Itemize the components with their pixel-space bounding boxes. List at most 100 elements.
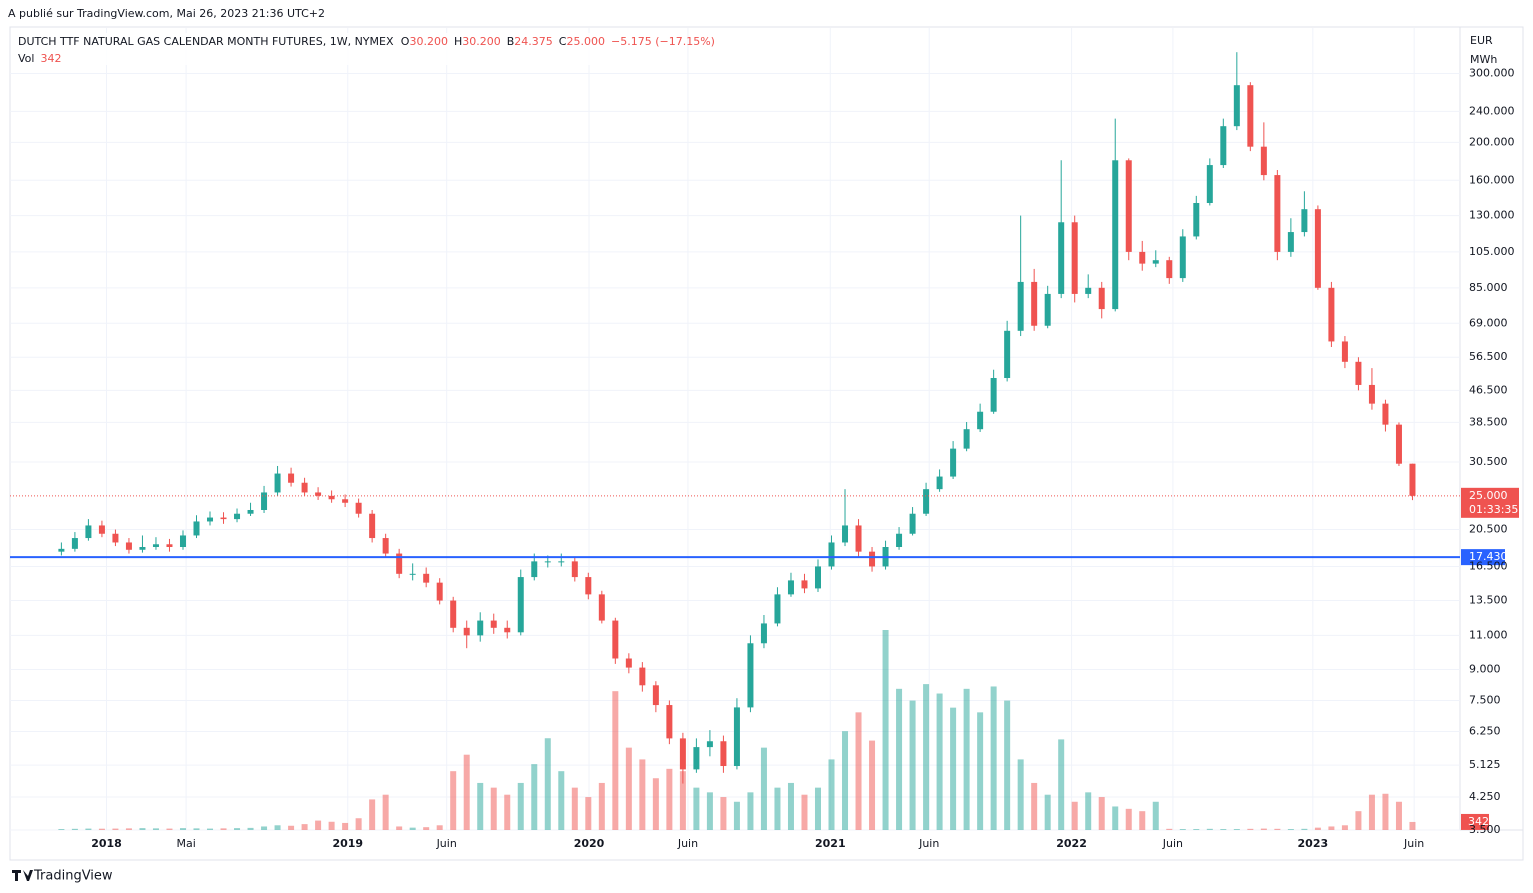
candle-body	[1220, 126, 1227, 166]
candle-body	[990, 378, 997, 412]
candle-body	[1382, 403, 1389, 425]
candle-body	[679, 738, 686, 770]
volume-bar	[1152, 801, 1159, 830]
candle-body	[220, 517, 227, 520]
volume-bar	[787, 782, 794, 830]
volume-bar	[207, 828, 214, 830]
candle-body	[152, 544, 159, 547]
volume-bar	[463, 754, 470, 830]
candle-body	[1233, 85, 1240, 127]
y-tick-label: 3.500	[1469, 823, 1501, 836]
published-note: A publié sur TradingView.com, Mai 26, 20…	[8, 7, 325, 20]
volume-bar	[1017, 759, 1024, 830]
candle-body	[193, 521, 200, 536]
volume-bar	[909, 700, 916, 830]
candle-body	[1247, 85, 1254, 147]
x-tick-label: Juin	[918, 837, 939, 850]
candle-body	[328, 495, 335, 500]
unit: MWh	[1470, 53, 1497, 66]
candle-body	[585, 577, 592, 595]
candle-body	[1166, 260, 1173, 279]
volume-bar	[301, 824, 308, 830]
volume-bar	[193, 828, 200, 830]
chart-frame	[9, 26, 1524, 861]
candle-body	[423, 573, 430, 583]
candle-body	[760, 623, 767, 644]
volume-bar	[234, 828, 241, 830]
candle-body	[625, 658, 632, 668]
volume-bar	[355, 818, 362, 830]
candle-body	[1004, 330, 1011, 379]
volume-bar	[1179, 829, 1186, 830]
candle-body	[801, 580, 808, 589]
candle-body	[1287, 232, 1294, 252]
volume-bar	[1328, 826, 1335, 830]
candle-body	[1301, 209, 1308, 233]
y-tick-label: 200.000	[1469, 135, 1515, 148]
candle-body	[828, 542, 835, 567]
volume-bar	[220, 828, 227, 830]
candle-body	[234, 513, 241, 520]
y-tick-label: 16.500	[1469, 559, 1508, 572]
volume-bar	[963, 688, 970, 830]
candle-body	[652, 685, 659, 706]
candle-body	[1409, 463, 1416, 496]
volume-bar	[396, 826, 403, 830]
volume-bar	[315, 820, 322, 830]
volume-bar	[1004, 700, 1011, 830]
quote-value: 25.000	[566, 35, 605, 48]
quote-value: 24.375	[514, 35, 553, 48]
volume-bar	[828, 759, 835, 830]
candle-body	[936, 476, 943, 490]
volume-bar	[490, 787, 497, 830]
volume-bar	[328, 821, 335, 830]
candle-body	[1260, 146, 1267, 176]
volume-bar	[896, 688, 903, 830]
quote-key: O	[401, 35, 410, 48]
volume-bar	[571, 787, 578, 830]
unit-bg	[1462, 31, 1520, 67]
candle-body	[261, 492, 268, 510]
volume-bar	[639, 759, 646, 830]
y-tick-label: 85.000	[1469, 281, 1508, 294]
quote-value: 30.200	[462, 35, 501, 48]
y-tick-label: 30.500	[1469, 455, 1508, 468]
candle-body	[1355, 361, 1362, 385]
volume-key: Vol	[18, 52, 34, 65]
candle-body	[963, 429, 970, 449]
candle-body	[382, 538, 389, 554]
candle-body	[1071, 222, 1078, 294]
volume-bar	[747, 792, 754, 830]
volume-bar	[1314, 827, 1321, 830]
x-tick-label: 2023	[1298, 837, 1329, 850]
volume-bar	[1220, 829, 1227, 830]
volume-bar	[450, 771, 457, 830]
candle-body	[598, 594, 605, 621]
candle-body	[504, 627, 511, 633]
candle-body	[693, 747, 700, 770]
quote-key: B	[507, 35, 515, 48]
candle-body	[706, 741, 713, 748]
volume-bar	[1125, 808, 1132, 830]
y-tick-label: 9.000	[1469, 662, 1501, 675]
candles	[58, 52, 1416, 784]
volume-bar	[693, 787, 700, 830]
candle-body	[85, 525, 92, 539]
candle-body	[369, 513, 376, 539]
volume-bar	[1382, 793, 1389, 830]
volume-bar	[85, 828, 92, 830]
volume-bar	[1058, 739, 1065, 830]
volume-bar	[139, 828, 146, 830]
y-tick-label: 38.500	[1469, 415, 1508, 428]
candle-body	[774, 594, 781, 624]
candle-body	[1152, 260, 1159, 264]
volume-bar	[598, 782, 605, 830]
volume-bar	[760, 747, 767, 830]
volume-bar	[923, 684, 930, 830]
last-price-bg	[1461, 487, 1519, 518]
volume-bars	[58, 630, 1416, 830]
y-tick-label: 13.500	[1469, 594, 1508, 607]
candle-body	[166, 544, 173, 547]
